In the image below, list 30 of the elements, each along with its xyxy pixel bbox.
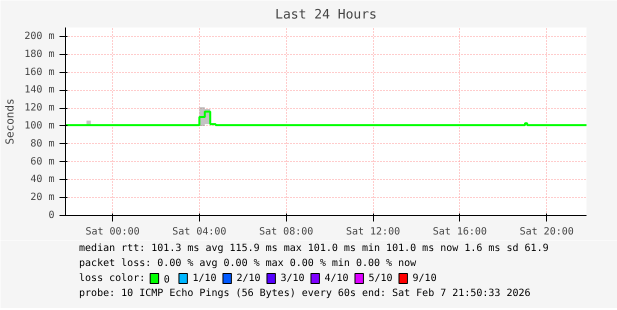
x-tick-label: Sat 12:00 [346,226,400,238]
legend-label: 9/10 [412,273,437,284]
x-tick-label: Sat 16:00 [432,226,487,238]
y-tick-label: 60 m [30,156,55,168]
text: packet loss: 0.00 % avg 0.00 % max 0.00 % min 0.00 % now [79,258,418,269]
text: median rtt: 101.3 ms avg 115.9 ms max 101.0 ms min 101.0 ms now 1.6 ms sd 61.9 [79,243,549,254]
y-tick-label: 140 m [24,84,55,96]
legend-label: 2/10 [236,273,261,284]
y-tick-label: 80 m [30,138,55,150]
legend-label: 5/10 [368,273,393,284]
chart-title: Last 24 Hours [275,8,377,22]
legend-label: 4/10 [324,273,349,284]
legend-label: 1/10 [192,273,217,284]
y-tick-label: 40 m [30,174,55,186]
legend-label: 3/10 [280,273,305,284]
y-tick-label: 100 m [24,120,55,132]
y-tick-label: 200 m [24,30,55,42]
x-tick-label: Sat 04:00 [172,226,226,238]
x-tick-label: Sat 00:00 [85,226,140,238]
x-tick-label: Sat 08:00 [259,226,314,238]
legend-label: 0 [164,274,170,286]
y-tick-label: 120 m [24,102,55,114]
legend-title: loss color: [79,273,146,284]
y-tick-label: 0 [48,210,55,221]
y-tick-label: 20 m [30,192,55,204]
x-tick-label: Sat 20:00 [520,226,574,238]
y-tick-label: 180 m [24,48,55,60]
y-tick-label: 160 m [24,66,55,78]
y-axis-title: Seconds [3,98,16,145]
text: probe: 10 ICMP Echo Pings (56 Bytes) every 60s end: Sat Feb 7 21:50:33 2026 [79,288,531,299]
